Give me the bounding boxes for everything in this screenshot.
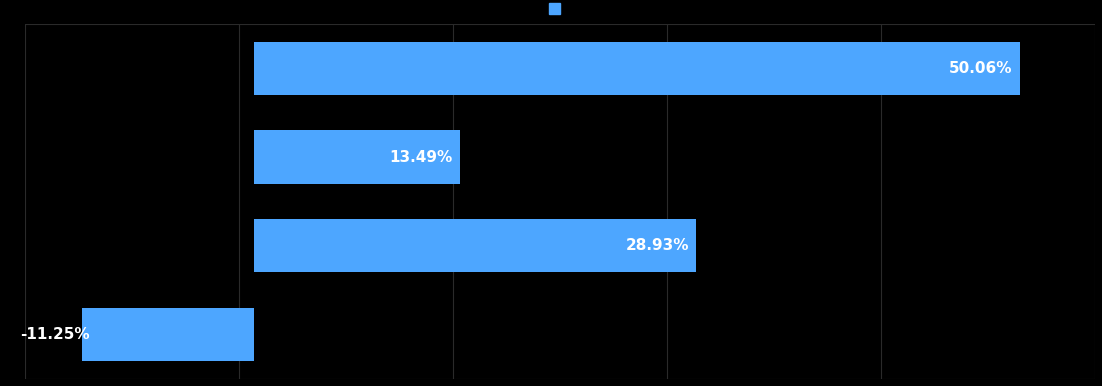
Bar: [82, 308, 255, 361]
Bar: [255, 219, 696, 273]
Text: 50.06%: 50.06%: [949, 61, 1012, 76]
Text: 13.49%: 13.49%: [389, 149, 453, 164]
Legend: : [549, 2, 571, 16]
Text: -11.25%: -11.25%: [20, 327, 89, 342]
Text: 28.93%: 28.93%: [625, 238, 689, 253]
Bar: [255, 42, 1019, 95]
Bar: [255, 130, 461, 184]
